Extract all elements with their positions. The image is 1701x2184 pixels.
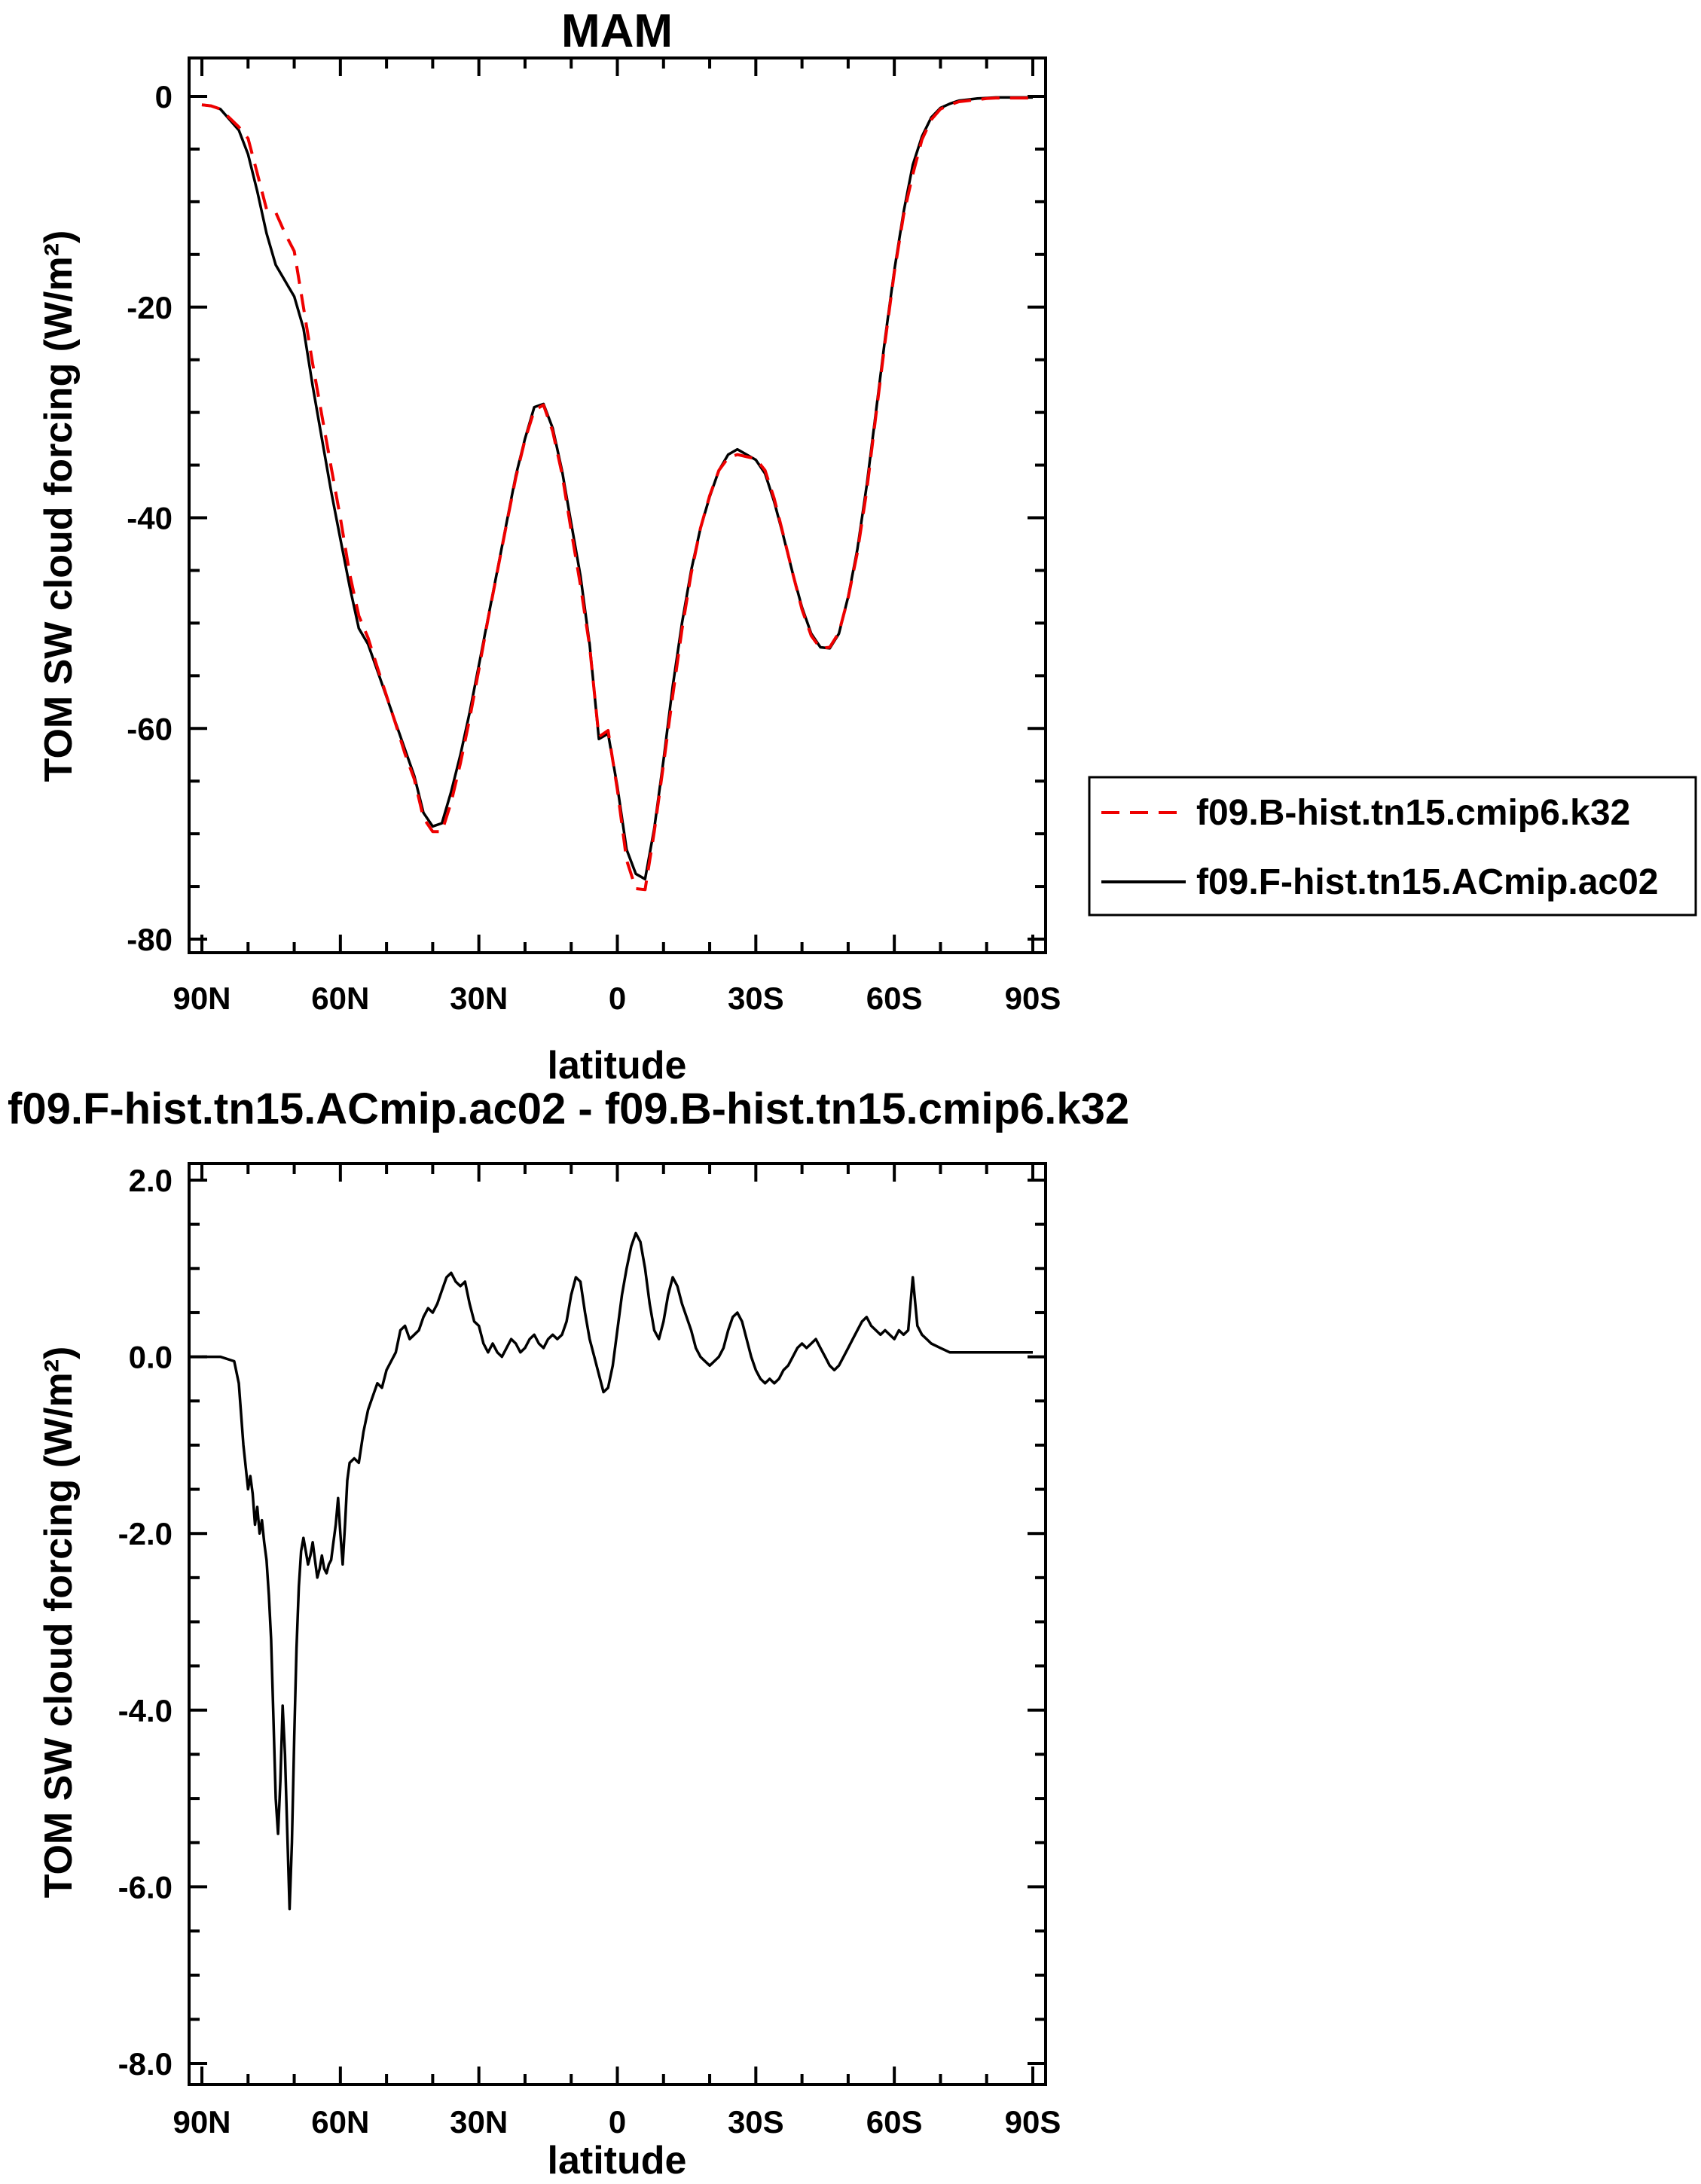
x-tick-label: 30S [728, 2104, 784, 2140]
x-tick-label: 60S [866, 2104, 923, 2140]
y-tick-label: 0 [155, 79, 173, 114]
legend-label: f09.B-hist.tn15.cmip6.k32 [1196, 793, 1630, 833]
series-line-f09.F-hist.tn15.ACmip.ac02 [201, 96, 1033, 881]
bottom-chart-ylabel: TOM SW cloud forcing (W/m²) [37, 1347, 81, 1899]
bottom-chart-title: f09.F-hist.tn15.ACmip.ac02 - f09.B-hist.… [8, 1084, 1129, 1133]
x-tick-label: 90N [173, 2104, 231, 2140]
y-tick-label: 2.0 [129, 1163, 173, 1198]
y-tick-label: -6.0 [118, 1869, 173, 1905]
x-tick-label: 60S [866, 981, 923, 1016]
y-tick-label: -4.0 [118, 1693, 173, 1728]
ticks [189, 58, 1046, 953]
x-tick-label: 30N [450, 2104, 508, 2140]
x-tick-label: 30S [728, 981, 784, 1016]
plot-frame [188, 1162, 1047, 2086]
x-tick-label: 90N [173, 981, 231, 1016]
chart-1: 90N 60N 30N 0 30S 60S 90S 2.0 0.0 -2.0 -4.0 -6.0 -8.… [118, 1162, 1061, 2140]
top-chart-xlabel: latitude [548, 1044, 687, 1087]
y-tick-label: -80 [127, 922, 173, 957]
ticks [189, 1164, 1046, 2085]
y-tick-label: -60 [127, 711, 173, 746]
y-tick-label: 0.0 [129, 1340, 173, 1375]
y-tick-label: -8.0 [118, 2046, 173, 2082]
x-tick-label: 60N [311, 2104, 369, 2140]
series-line-f09.B-hist.tn15.cmip6.k32 [201, 96, 1033, 892]
x-tick-label: 90S [1005, 981, 1061, 1016]
tick-labels: 90N 60N 30N 0 30S 60S 90S 2.0 0.0 -2.0 -4.0 -6.0 -8.… [118, 1163, 1061, 2140]
x-tick-label: 60N [311, 981, 369, 1016]
legend-box [1088, 776, 1697, 917]
x-tick-label: 0 [609, 2104, 626, 2140]
y-tick-label: -2.0 [118, 1516, 173, 1551]
tick-labels: 90N 60N 30N 0 30S 60S 90S 0 -20 -40 -60 -80 [127, 79, 1061, 1016]
legend-label: f09.F-hist.tn15.ACmip.ac02 [1196, 862, 1659, 902]
top-chart-title: MAM [561, 5, 673, 57]
legend: f09.B-hist.tn15.cmip6.k32 f09.F-hist.tn15… [1088, 776, 1697, 917]
top-chart-ylabel: TOM SW cloud forcing (W/m²) [37, 230, 81, 782]
x-tick-label: 0 [609, 981, 626, 1016]
bottom-chart-xlabel: latitude [548, 2139, 687, 2180]
series-line [202, 1231, 1033, 1911]
y-tick-label: -40 [127, 501, 173, 536]
y-tick-label: -20 [127, 290, 173, 325]
x-tick-label: 90S [1005, 2104, 1061, 2140]
chart-0: 90N 60N 30N 0 30S 60S 90S 0 -20 -40 -60 -80 f09.B-hi… [127, 56, 1697, 1016]
x-tick-label: 30N [450, 981, 508, 1016]
plot-frame [188, 56, 1047, 954]
